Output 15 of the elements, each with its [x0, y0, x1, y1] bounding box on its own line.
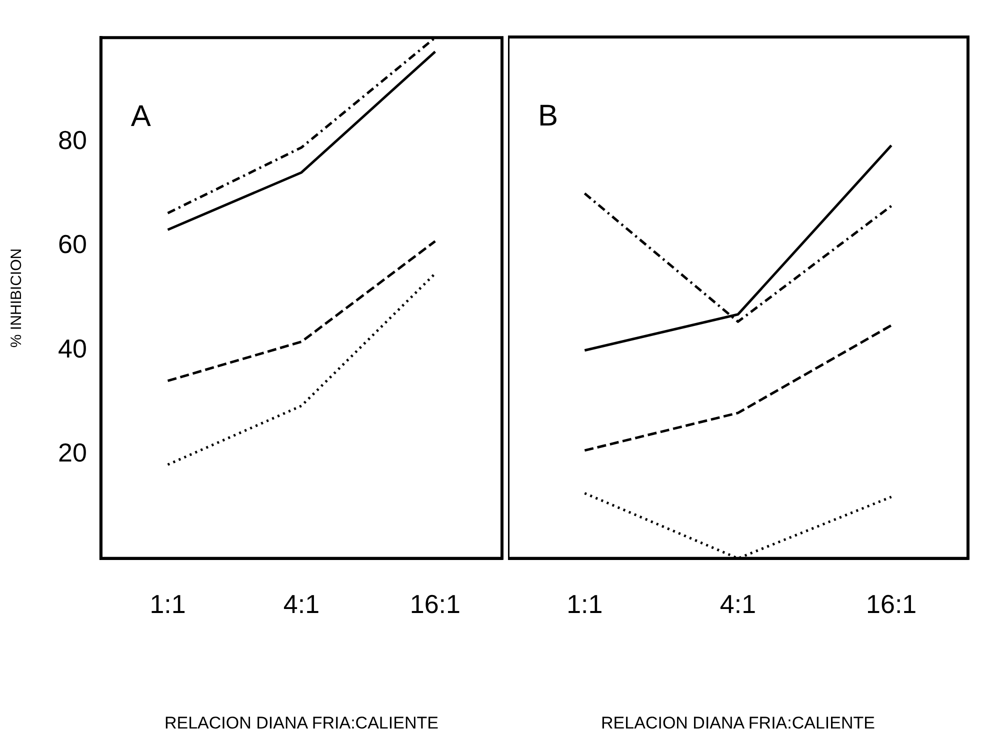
x-tick-label: 1:1 [150, 589, 186, 620]
x-tick-label: 16:1 [410, 589, 460, 620]
text: A [130, 100, 151, 133]
x-axis-title: RELACION DIANA FRIA:CALIENTE [601, 713, 875, 732]
y-tick-label: 20 [58, 437, 87, 468]
x-axis-title: RELACION DIANA FRIA:CALIENTE [164, 713, 438, 732]
x-tick-label: 1:1 [566, 589, 603, 620]
y-tick-label: 60 [58, 229, 87, 260]
x-tick-label: 4:1 [720, 589, 756, 620]
y-tick-label: 40 [58, 333, 87, 364]
y-tick-label: 80 [58, 124, 87, 155]
text: B [538, 99, 558, 132]
x-tick-label: 16:1 [866, 589, 917, 620]
x-tick-label: 4:1 [283, 589, 320, 620]
y-axis-title: % INHIBICION [8, 248, 26, 348]
